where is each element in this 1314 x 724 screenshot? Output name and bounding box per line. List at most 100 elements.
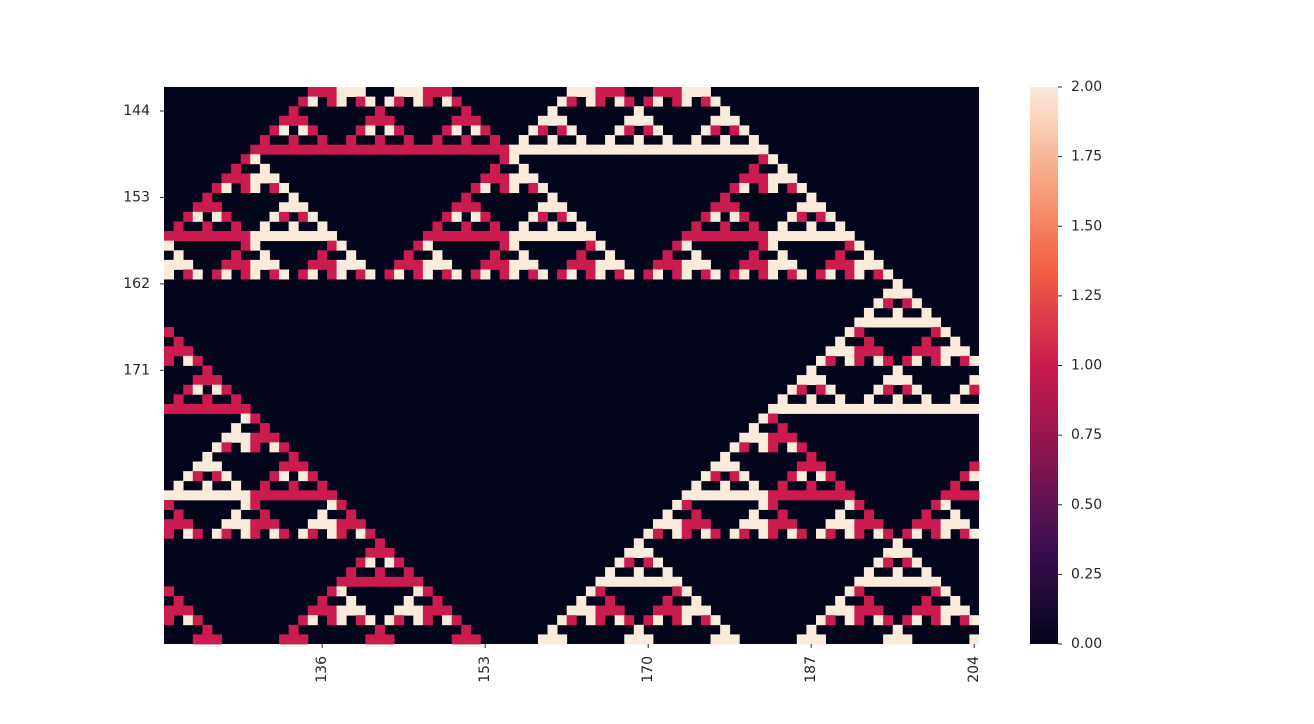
heatmap-cell xyxy=(854,259,865,270)
heatmap-cell xyxy=(355,96,366,107)
heatmap-cell xyxy=(231,480,242,491)
heatmap-cell xyxy=(422,269,433,280)
heatmap-cell xyxy=(537,269,548,280)
heatmap-cell xyxy=(969,634,980,645)
heatmap-cell xyxy=(221,442,232,453)
heatmap-cell xyxy=(748,250,759,261)
heatmap-cell xyxy=(173,490,184,501)
heatmap-cell xyxy=(269,471,280,482)
heatmap-cell xyxy=(931,528,942,539)
heatmap-cell xyxy=(787,211,798,222)
heatmap-cell xyxy=(288,221,299,232)
heatmap-cell xyxy=(259,231,270,242)
heatmap-cell xyxy=(672,269,683,280)
heatmap-cell xyxy=(211,403,222,414)
heatmap-cell xyxy=(739,211,750,222)
heatmap-cell xyxy=(825,231,836,242)
heatmap-cell xyxy=(748,135,759,146)
heatmap-cell xyxy=(768,413,779,424)
heatmap-cell xyxy=(422,240,433,251)
heatmap-cell xyxy=(298,471,309,482)
heatmap-cell xyxy=(624,547,635,558)
heatmap-cell xyxy=(279,471,290,482)
heatmap-cell xyxy=(796,183,807,194)
heatmap-cell xyxy=(605,595,616,606)
heatmap-cell xyxy=(969,461,980,472)
heatmap-cell xyxy=(259,480,270,491)
heatmap-cell xyxy=(911,384,922,395)
colorbar-tick-label: 0.25 xyxy=(1071,566,1102,582)
heatmap-cell xyxy=(653,605,663,616)
colorbar-ticks: 0.00 0.25 0.50 0.75 1.00 1.25 1.50 1.75 2.00 xyxy=(1058,79,1102,652)
heatmap-cell xyxy=(643,144,654,155)
heatmap-cell xyxy=(863,403,874,414)
heatmap-cell xyxy=(653,519,663,530)
heatmap-cell xyxy=(796,461,807,472)
heatmap-cell xyxy=(835,221,846,232)
heatmap-cell xyxy=(422,615,433,626)
heatmap-cell xyxy=(720,451,731,462)
heatmap-cell xyxy=(307,259,318,270)
colorbar-tick-label: 1.00 xyxy=(1071,358,1102,374)
heatmap-cell xyxy=(681,96,692,107)
heatmap-cell xyxy=(787,183,798,194)
heatmap-cell xyxy=(374,115,385,126)
heatmap-cell xyxy=(259,135,270,146)
heatmap-cell xyxy=(355,576,366,587)
heatmap-cell xyxy=(748,480,759,491)
heatmap-cell xyxy=(863,605,874,616)
heatmap-cell xyxy=(653,576,663,587)
heatmap-cell xyxy=(346,605,357,616)
heatmap-cell xyxy=(394,96,405,107)
heatmap-cell xyxy=(806,451,817,462)
heatmap-cell xyxy=(605,567,616,578)
heatmap-cell xyxy=(758,144,769,155)
heatmap-cell xyxy=(950,605,961,616)
heatmap-cell xyxy=(403,576,414,587)
heatmap-cell xyxy=(374,624,385,635)
heatmap-cell xyxy=(835,480,846,491)
heatmap-cell xyxy=(173,595,184,606)
heatmap-cell xyxy=(183,355,194,366)
y-tick-label: 171 xyxy=(123,362,150,378)
heatmap-cell xyxy=(672,144,683,155)
heatmap-cell xyxy=(672,519,683,530)
heatmap-cell xyxy=(969,615,980,626)
heatmap-cell xyxy=(346,87,357,97)
heatmap-cell xyxy=(681,499,692,510)
heatmap-cell xyxy=(298,231,309,242)
heatmap-cell xyxy=(585,96,596,107)
heatmap-cell xyxy=(624,144,635,155)
heatmap-cell xyxy=(461,624,472,635)
heatmap-cell xyxy=(729,269,740,280)
heatmap-cell xyxy=(825,269,836,280)
heatmap-cell xyxy=(374,634,385,645)
heatmap-cell xyxy=(557,231,568,242)
heatmap-cell xyxy=(557,96,568,107)
heatmap-cell xyxy=(729,490,740,501)
heatmap-cell xyxy=(422,586,433,597)
heatmap-cell xyxy=(432,605,443,616)
heatmap-cell xyxy=(633,538,644,549)
heatmap-cell xyxy=(911,557,922,568)
heatmap-cell xyxy=(173,346,184,357)
heatmap-cell xyxy=(796,202,807,213)
heatmap-cell xyxy=(806,461,817,472)
heatmap-cell xyxy=(547,115,558,126)
x-tick-label: 153 xyxy=(477,656,493,683)
heatmap-cell xyxy=(336,528,347,539)
heatmap-cell xyxy=(509,240,520,251)
heatmap-cell xyxy=(537,231,548,242)
heatmap-cell xyxy=(164,346,174,357)
heatmap-cell xyxy=(365,528,376,539)
heatmap-cell xyxy=(327,528,337,539)
heatmap-cell xyxy=(528,231,539,242)
heatmap-cell xyxy=(298,211,309,222)
heatmap-cell xyxy=(835,519,846,530)
heatmap-cell xyxy=(921,317,932,328)
heatmap-cell xyxy=(816,615,826,626)
heatmap-cell xyxy=(902,634,913,645)
heatmap-cell xyxy=(355,615,366,626)
heatmap-cell xyxy=(816,461,826,472)
heatmap-cell xyxy=(164,499,174,510)
